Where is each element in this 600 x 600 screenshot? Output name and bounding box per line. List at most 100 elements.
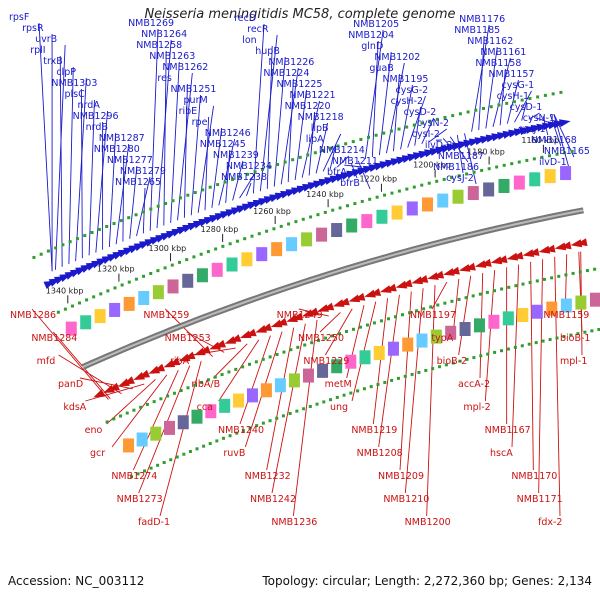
ring-dot (268, 165, 272, 169)
label-connector-line (292, 319, 318, 517)
label-connector-line (183, 83, 188, 218)
gene-label: NMB1296 (73, 111, 119, 122)
reverse-gene-arrow (400, 279, 413, 287)
reverse-gene-arrow (133, 372, 145, 380)
feature-tile (373, 345, 385, 360)
feature-tile (483, 182, 495, 197)
ring-dot (248, 426, 252, 430)
gene-label: NMB1225 (276, 79, 322, 90)
ring-dot (291, 158, 295, 162)
feature-tile (286, 237, 298, 252)
ring-dot (493, 289, 497, 293)
gene-label: NMB1200 (405, 517, 451, 528)
label-connector-line (336, 155, 350, 168)
ring-dot (149, 207, 153, 211)
gene-label: NMB1236 (271, 517, 317, 528)
ring-dot (597, 327, 600, 331)
ring-dot (276, 162, 280, 166)
ring-dot (585, 269, 589, 273)
reverse-gene-arrow (245, 328, 257, 337)
ring-dot (507, 285, 511, 289)
gene-label: NMB1211 (332, 156, 378, 167)
ring-dot (149, 466, 153, 470)
ring-dot (386, 317, 390, 321)
ring-dot (281, 414, 285, 418)
kbp-tick-label: 1220 kbp (359, 175, 397, 184)
reverse-gene-arrow (209, 341, 221, 350)
ring-dot (489, 105, 493, 109)
gene-label: clpP (56, 67, 76, 78)
ring-dot (175, 455, 179, 459)
gene-label: cysJ-2 (446, 173, 474, 184)
ring-dot (555, 336, 559, 340)
gene-label: cysN-2 (417, 118, 449, 129)
gene-label: typA (431, 333, 453, 344)
ring-dot (261, 167, 265, 171)
reverse-gene-arrow (369, 288, 382, 296)
ring-dot (464, 296, 468, 300)
ring-dot (152, 400, 156, 404)
feature-tile (152, 285, 164, 300)
ring-dot (75, 237, 79, 241)
ring-dot (431, 367, 435, 371)
gene-label: NMB1220 (285, 101, 331, 112)
reverse-gene-arrow (138, 369, 150, 378)
gene-labels: rpsFrpsRuvrBrplItrxBclpPNMB1303plsCnrdAN… (9, 12, 590, 528)
ring-dot (141, 210, 145, 214)
label-connector-line (421, 117, 435, 145)
kbp-tick-label: 1260 kbp (253, 207, 291, 216)
ring-dot (303, 343, 307, 347)
reverse-gene-arrow (538, 245, 551, 254)
ring-dot (472, 356, 476, 360)
reverse-gene-arrow (214, 339, 226, 348)
ring-dot (163, 266, 167, 270)
ring-dot (485, 290, 489, 294)
feature-tile (211, 262, 223, 277)
ring-dot (202, 444, 206, 448)
ring-dot (127, 216, 131, 220)
ring-dot (313, 151, 317, 155)
reverse-gene-arrow (183, 351, 196, 360)
ring-dot (465, 357, 469, 361)
genome-summary-text: Topology: circular; Length: 2,272,360 bp… (262, 574, 592, 588)
feature-tile (331, 359, 343, 374)
forward-gene-arrow (559, 119, 571, 128)
ring-dot (243, 237, 247, 241)
gene-label: NMB1234 (226, 161, 272, 172)
ring-dot (569, 333, 573, 337)
ring-dot (474, 108, 478, 112)
feature-tile (256, 247, 268, 262)
label-connector-line (471, 24, 490, 132)
ring-dot (97, 227, 101, 231)
ring-dot (316, 213, 320, 217)
gene-label: NMB1208 (357, 448, 403, 459)
ring-dot (46, 249, 50, 253)
ring-dot (99, 292, 103, 296)
ring-dot (362, 387, 366, 391)
feature-tile (513, 175, 525, 190)
ring-dot (541, 339, 545, 343)
ring-dot (435, 179, 439, 183)
ring-dot (548, 338, 552, 342)
ring-dot (178, 196, 182, 200)
gene-label: NMB1274 (111, 471, 157, 482)
gene-label: fdx-2 (538, 517, 562, 528)
ring-dot (221, 436, 225, 440)
ring-dot (513, 345, 517, 349)
ring-dot (142, 274, 146, 278)
ring-dot (177, 260, 181, 264)
label-connector-line (59, 55, 63, 267)
ring-dot (268, 355, 272, 359)
feature-tile (445, 325, 457, 340)
gene-label: NMB1214 (319, 145, 365, 156)
gene-label: NMB1246 (205, 128, 251, 139)
ring-dot (358, 325, 362, 329)
ring-dot (145, 402, 149, 406)
gene-label: NMB1250 (298, 333, 344, 344)
gene-label: NMB1279 (120, 166, 166, 177)
ring-dot (294, 220, 298, 224)
ring-dot (235, 431, 239, 435)
ring-dot (193, 191, 197, 195)
ring-dot (517, 160, 521, 164)
ring-dot (156, 463, 160, 467)
